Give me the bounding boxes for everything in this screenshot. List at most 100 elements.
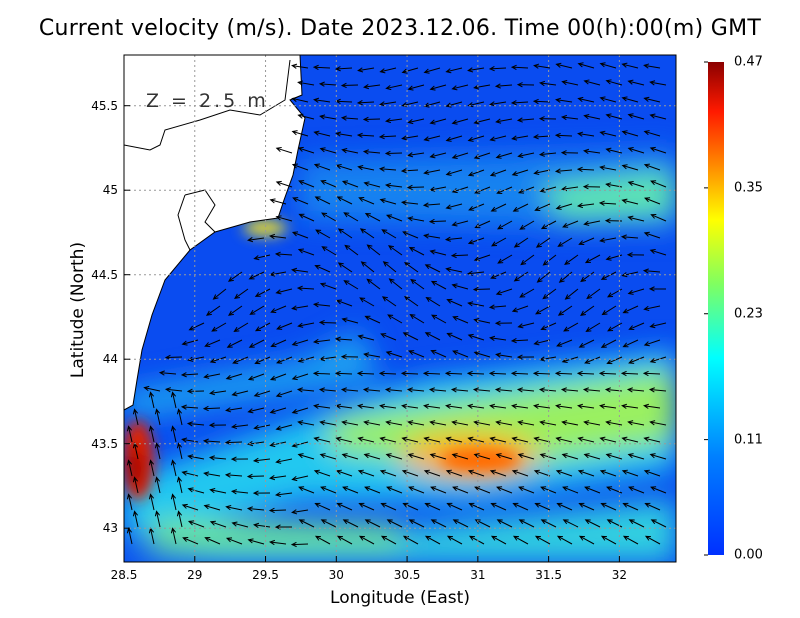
velocity-arrow [560,150,579,156]
velocity-arrow [406,387,425,393]
velocity-arrow [381,296,397,307]
velocity-arrow [599,403,617,409]
velocity-arrow [313,97,331,103]
velocity-arrow [564,288,579,300]
velocity-arrow [584,519,601,528]
velocity-arrow [291,163,309,171]
velocity-arrow [319,147,337,154]
velocity-arrow [407,152,425,158]
velocity-arrow [363,352,381,358]
velocity-arrow [430,280,447,290]
velocity-arrow [511,469,529,477]
velocity-arrow [510,64,529,70]
velocity-arrow [356,370,375,377]
velocity-arrow [517,152,535,159]
velocity-arrow [445,267,463,273]
velocity-arrow [467,436,485,443]
velocity-arrow [495,352,513,358]
x-tick-label: 30.5 [393,568,421,582]
velocity-arrow [321,212,337,222]
velocity-arrow [621,62,639,69]
velocity-arrow [341,317,359,324]
velocity-arrow [650,213,667,222]
velocity-arrow [247,237,265,243]
velocity-arrow [318,319,337,326]
velocity-arrow [341,180,359,188]
velocity-arrow [385,453,403,460]
velocity-arrow [429,420,447,426]
velocity-arrow [451,220,469,227]
velocity-arrow [188,322,205,331]
velocity-arrow [555,436,573,443]
velocity-arrow [620,370,639,377]
velocity-arrow [643,231,661,239]
velocity-arrow [202,438,221,444]
velocity-arrow [204,536,221,545]
velocity-arrow [276,322,293,330]
velocity-arrow [540,519,557,528]
velocity-arrow [379,436,397,443]
velocity-arrow [401,67,419,74]
velocity-arrow [649,248,667,256]
x-tick-label: 29 [187,568,203,582]
velocity-arrow [516,387,535,393]
velocity-arrow [247,407,265,414]
velocity-arrow [298,519,315,528]
velocity-arrow [186,388,205,394]
velocity-arrow [561,79,579,86]
velocity-arrow [357,403,375,409]
velocity-arrow [452,486,469,494]
velocity-arrow [560,114,579,121]
velocity-arrow [362,387,381,393]
velocity-arrow [444,370,463,377]
velocity-arrow [181,470,199,477]
velocity-arrow [648,387,667,393]
velocity-arrow [407,84,425,91]
velocity-arrow [446,298,463,307]
velocity-arrow [203,373,221,379]
velocity-arrow [363,181,381,188]
velocity-arrow [495,152,513,159]
velocity-arrow [176,510,183,528]
velocity-arrow [314,535,331,545]
velocity-arrow [649,453,667,460]
velocity-arrow [643,469,661,477]
velocity-arrow [605,147,623,154]
velocity-arrow [364,213,381,222]
velocity-arrow [186,421,205,427]
velocity-arrow [297,248,315,256]
velocity-arrow [224,472,243,478]
velocity-arrow [606,486,623,494]
colorbar-label: 0.47 [734,54,763,70]
velocity-arrow [583,453,601,460]
velocity-arrow [154,408,161,426]
velocity-arrow [650,486,667,494]
velocity-arrow [291,130,309,137]
velocity-arrow [627,420,645,426]
velocity-arrow [643,339,661,347]
colorbar-label: 0.00 [734,547,763,563]
velocity-arrow [467,403,485,409]
velocity-arrow [180,404,199,410]
velocity-arrow [495,118,513,124]
velocity-arrow [321,246,337,256]
velocity-arrow [644,197,661,205]
velocity-arrow [230,423,249,430]
velocity-arrow [564,254,579,266]
velocity-arrow [336,502,353,511]
velocity-arrow [366,244,381,256]
velocity-arrow [407,420,425,426]
velocity-arrow [576,166,595,173]
velocity-arrow [535,237,551,248]
velocity-arrow [187,487,205,494]
velocity-arrow [357,436,375,443]
velocity-arrow [430,486,447,494]
velocity-arrow [627,113,645,120]
velocity-arrow [466,370,485,377]
velocity-arrow [533,469,551,477]
velocity-arrow [148,425,155,443]
velocity-arrow [385,84,403,91]
velocity-arrow [605,453,623,460]
velocity-arrow [495,453,513,460]
